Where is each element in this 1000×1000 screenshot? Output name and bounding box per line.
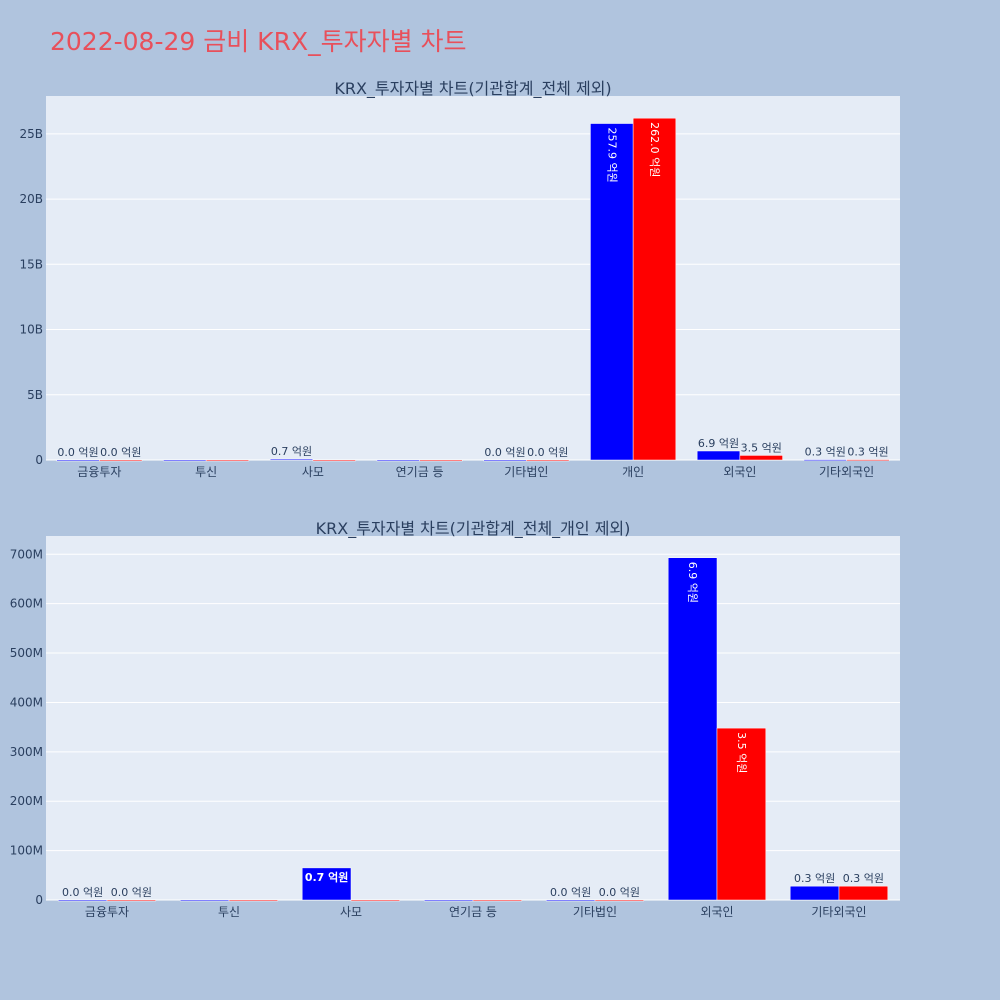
bar [789,885,840,901]
y-tick-label: 400M [10,695,43,709]
y-tick-label: 300M [10,745,43,759]
y-tick-label: 0 [35,453,43,467]
bar [423,899,474,902]
data-label: 0.0 억원 [550,886,591,899]
bar [57,899,108,902]
bar [667,557,718,901]
bar [483,459,527,462]
data-label: 0.3 억원 [843,872,884,885]
bar [269,458,314,461]
bar [350,899,401,902]
plot-area [46,96,900,460]
x-tick-label: 기타외국인 [819,465,874,479]
bar [696,450,741,461]
y-tick-label: 200M [10,794,43,808]
investor-chart-excl-institutions-individuals: KRX_투자자별 차트(기관합계_전체_개인 제외) 0 100M 200M 300M 4… [10,519,900,919]
x-tick-label: 외국인 [700,905,733,919]
x-tick-label: 사모 [302,465,324,479]
x-tick-label: 투신 [218,905,240,919]
chart-title: KRX_투자자별 차트(기관합계_전체_개인 제외) [316,519,631,539]
data-label: 0.3 억원 [794,872,835,885]
page-title: 2022-08-29 금비 KRX_투자자별 차트 [50,27,467,56]
bar [739,455,783,461]
y-tick-label: 15B [19,257,43,271]
bar [205,459,250,462]
x-tick-label: 개인 [622,465,644,479]
chart-title: KRX_투자자별 차트(기관합계_전체 제외) [334,79,611,99]
plot-area [46,536,900,900]
bar [301,867,352,901]
y-tick-label: 0 [35,893,43,907]
x-tick-label: 기타외국인 [811,905,866,919]
data-label: 0.0 억원 [599,886,640,899]
x-tick-label: 사모 [340,905,362,919]
bar [590,123,634,461]
bar [312,459,356,462]
data-label: 0.0 억원 [62,886,103,899]
x-tick-label: 금융투자 [77,465,121,479]
y-tick-label: 700M [10,547,43,561]
x-tick-label: 연기금 등 [449,905,497,919]
y-tick-label: 25B [19,127,43,141]
bar [419,459,463,462]
y-tick-label: 100M [10,844,43,858]
data-label: 262.0 억원 [648,122,661,177]
bar [472,899,523,902]
bar [632,117,677,461]
bar [179,899,230,902]
bar [376,459,420,462]
x-tick-label: 기타법인 [504,465,548,479]
bar [838,885,889,901]
bar [846,459,890,461]
y-tick-label: 20B [19,192,43,206]
bar [228,899,279,902]
bar [106,899,157,902]
y-tick-label: 500M [10,646,43,660]
bar [526,459,570,462]
data-label: 0.0 억원 [111,886,152,899]
x-tick-label: 투신 [195,465,217,479]
data-label: 257.9 억원 [605,128,618,183]
data-label: 0.0 억원 [484,446,525,459]
bar [545,899,596,902]
x-tick-label: 연기금 등 [396,465,444,479]
data-label: 0.3 억원 [847,446,888,459]
data-label: 0.0 억원 [57,446,98,459]
y-tick-label: 600M [10,597,43,611]
y-tick-label: 10B [19,323,43,337]
bar [803,459,847,461]
data-label: 6.9 억원 [686,562,699,603]
x-tick-label: 금융투자 [85,905,129,919]
bar [163,459,207,462]
bar [56,459,100,462]
data-label: 3.5 억원 [735,732,748,773]
bar [99,459,143,462]
bar [594,899,645,902]
data-label: 0.7 억원 [271,445,312,458]
data-label: 0.3 억원 [805,446,846,459]
x-tick-label: 외국인 [723,465,756,479]
x-tick-label: 기타법인 [573,905,617,919]
data-label: 0.0 억원 [100,446,141,459]
y-tick-label: 5B [27,388,43,402]
data-label: 0.7 억원 [305,870,349,884]
data-label: 0.0 억원 [527,446,568,459]
data-label: 3.5 억원 [741,441,782,454]
data-label: 6.9 억원 [698,437,739,450]
investor-chart-excl-institutions: KRX_투자자별 차트(기관합계_전체 제외) 0 5B 10B 15B 20B 25B 금융… [19,79,900,479]
bar [716,727,767,901]
